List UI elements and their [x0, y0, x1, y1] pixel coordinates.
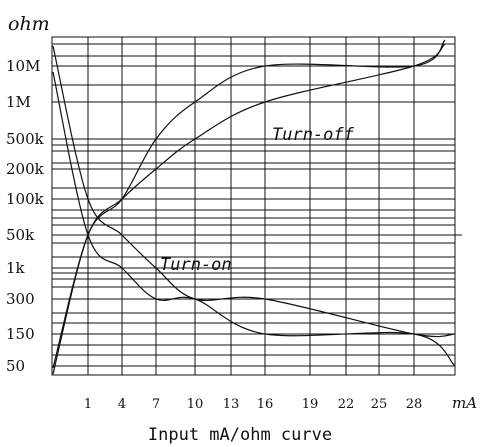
turn-off-curve [52, 39, 446, 369]
y-tick-label: 1M [6, 93, 31, 111]
x-tick-labels: 1 4 7 10 13 16 19 22 25 28 [84, 397, 422, 412]
y-axis-unit: ohm [8, 13, 50, 35]
y-tick-label: 300 [6, 290, 35, 308]
plot-frame [51, 36, 456, 376]
x-tick-label: 25 [371, 397, 388, 412]
turn-on-curve [52, 45, 456, 338]
x-tick-label: 4 [118, 397, 126, 412]
x-tick-label: 13 [223, 397, 240, 412]
x-tick-label: 1 [84, 397, 92, 412]
y-tick-label: 50 [6, 357, 25, 375]
chart-caption: Input mA/ohm curve [148, 425, 332, 445]
x-axis-unit: mA [452, 394, 477, 412]
annotation-turn-off: Turn-off [272, 125, 355, 145]
annotation-turn-on: Turn-on [160, 255, 232, 275]
x-tick-label: 19 [302, 397, 319, 412]
x-tick-label: 28 [406, 397, 423, 412]
y-tick-label: 200k [6, 160, 45, 178]
y-tick-labels: 10M 1M 500k 200k 100k 50k 1k 300 150 50 [6, 57, 45, 375]
curves [52, 39, 456, 375]
y-tick-label: 500k [6, 130, 45, 148]
y-tick-label: 1k [6, 259, 26, 277]
y-tick-label: 150 [6, 325, 35, 343]
x-tick-label: 22 [338, 397, 355, 412]
turn-on-curve [52, 71, 456, 367]
y-tick-label: 100k [6, 190, 45, 208]
grid [51, 36, 462, 376]
y-tick-label: 10M [6, 57, 40, 75]
x-tick-label: 7 [152, 397, 160, 412]
x-tick-label: 16 [257, 397, 274, 412]
y-tick-label: 50k [6, 226, 35, 244]
x-tick-label: 10 [187, 397, 204, 412]
